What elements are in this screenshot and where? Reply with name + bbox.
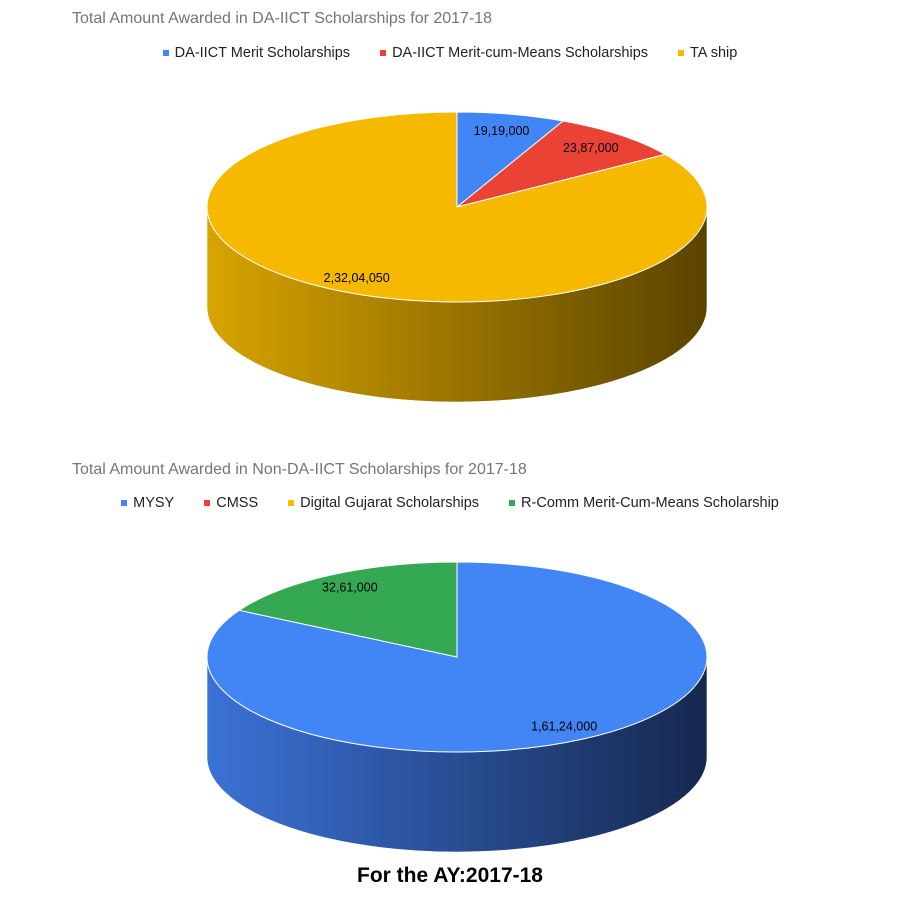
data-label: 1,61,24,000 [531,720,597,734]
pie-chart-1: 19,19,000 23,87,000 2,32,04,050 [206,111,708,403]
legend-item: MYSY [121,495,174,511]
pie-slice-1 [456,120,667,208]
legend-item: R-Comm Merit-Cum-Means Scholarship [509,495,779,511]
legend-label: CMSS [216,495,259,511]
legend-label: DA-IICT Merit-cum-Means Scholarships [392,45,649,61]
pie-chart-2: 1,61,24,000 32,61,000 [206,561,708,853]
legend-item: Digital Gujarat Scholarships [288,495,479,511]
legend-swatch [678,50,685,56]
legend-swatch [204,500,211,506]
legend-label: TA ship [690,45,738,61]
data-label: 2,32,04,050 [324,271,390,285]
data-label: 32,61,000 [322,580,378,594]
legend-item: DA-IICT Merit Scholarships [162,45,351,61]
data-label: 19,19,000 [474,124,530,138]
pie-slice-2 [206,111,708,303]
legend-item: TA ship [678,45,737,61]
legend-label: Digital Gujarat Scholarships [300,495,480,511]
legend-1: DA-IICT Merit Scholarships DA-IICT Merit-… [0,45,900,61]
chart-title-2: Total Amount Awarded in Non-DA-IICT Scho… [72,461,527,478]
legend-item: DA-IICT Merit-cum-Means Scholarships [380,45,648,61]
chart-title-1: Total Amount Awarded in DA-IICT Scholars… [72,10,493,27]
legend-swatch [509,500,516,506]
data-label: 23,87,000 [563,141,619,155]
legend-item: CMSS [204,495,258,511]
legend-label: MYSY [133,495,175,511]
pie-slice-0 [456,111,565,209]
legend-swatch [380,50,387,56]
legend-swatch [162,50,169,56]
legend-swatch [121,500,128,506]
pie-slice-3 [238,561,458,658]
legend-2: MYSY CMSS Digital Gujarat Scholarships R-Co… [0,495,900,511]
legend-swatch [288,500,295,506]
legend-label: R-Comm Merit-Cum-Means Scholarship [521,495,779,511]
legend-label: DA-IICT Merit Scholarships [174,45,351,61]
footer-caption: For the AY:2017-18 [357,864,543,887]
